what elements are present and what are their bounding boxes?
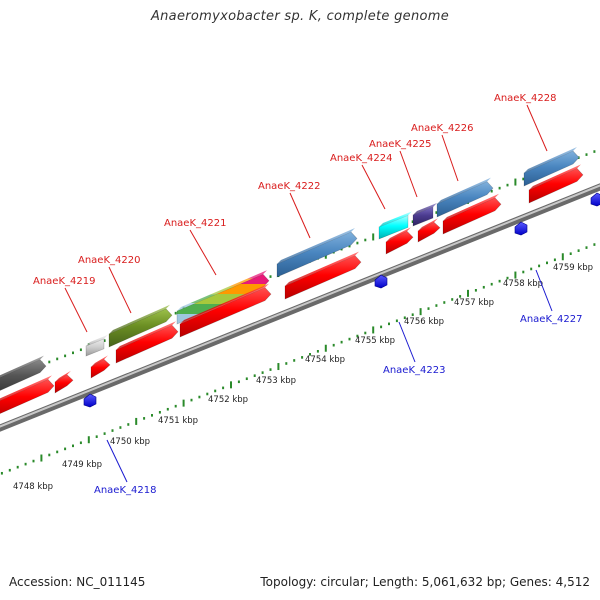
forward-cds-arrow xyxy=(0,375,55,414)
genome-summary-text: Topology: circular; Length: 5,061,632 bp… xyxy=(260,575,590,589)
reverse-gene-label: AnaeK_4218 xyxy=(94,485,156,496)
reverse-cds-arrow xyxy=(374,274,388,289)
forward-gene-label: AnaeK_4228 xyxy=(494,93,556,104)
cog-block xyxy=(176,270,270,325)
forward-cds-arrow xyxy=(385,227,414,255)
reverse-strand-track xyxy=(83,192,600,408)
cds-track xyxy=(0,164,584,414)
forward-cds-arrow xyxy=(90,355,111,379)
scale-label: 4751 kbp xyxy=(158,416,198,426)
cog-block xyxy=(412,203,437,227)
forward-cds-arrow xyxy=(284,251,362,300)
scale-label: 4748 kbp xyxy=(13,482,53,492)
genome-backbone xyxy=(0,183,600,432)
scale-label: 4758 kbp xyxy=(503,279,543,289)
forward-cds-arrow xyxy=(179,283,272,338)
cog-track xyxy=(0,147,580,391)
label-leader-line xyxy=(108,266,132,314)
map-title: Anaeromyxobacter sp. K, complete genome xyxy=(150,9,450,24)
cog-block xyxy=(523,147,580,187)
forward-gene-label: AnaeK_4221 xyxy=(164,218,226,229)
label-leader-line xyxy=(361,164,386,210)
forward-gene-label: AnaeK_4222 xyxy=(258,181,320,192)
cog-block xyxy=(436,177,494,218)
scale-label: 4752 kbp xyxy=(208,395,248,405)
forward-gene-label: AnaeK_4226 xyxy=(411,123,473,134)
forward-cds-arrow xyxy=(54,370,74,394)
cog-block xyxy=(0,355,47,391)
reverse-cds-arrow xyxy=(590,192,600,207)
label-leader-line xyxy=(64,287,88,333)
accession-text: Accession: NC_011145 xyxy=(9,575,146,589)
reverse-gene-label: AnaeK_4223 xyxy=(383,365,445,376)
reverse-cds-arrow xyxy=(83,393,97,408)
label-leader-line xyxy=(289,192,311,239)
cog-block xyxy=(378,211,412,240)
label-leader-line xyxy=(398,321,416,363)
scale-label: 4755 kbp xyxy=(355,336,395,346)
label-leader-line xyxy=(106,439,128,483)
forward-cds-arrow xyxy=(417,218,441,243)
label-leader-line xyxy=(441,134,459,182)
scale-label: 4756 kbp xyxy=(404,317,444,327)
cog-block xyxy=(108,304,173,348)
forward-cds-arrow xyxy=(442,193,502,235)
gene-labels: AnaeK_4219 AnaeK_4220 AnaeK_4221 AnaeK_4222… xyxy=(33,93,582,496)
scale-label: 4759 kbp xyxy=(553,263,593,273)
forward-cds-arrow xyxy=(528,164,584,204)
reverse-cds-arrow xyxy=(514,221,528,236)
forward-cds-arrow xyxy=(115,321,179,364)
forward-gene-label: AnaeK_4224 xyxy=(330,153,392,164)
cog-block xyxy=(276,228,358,278)
scale-label: 4749 kbp xyxy=(62,460,102,470)
forward-gene-label: AnaeK_4225 xyxy=(369,139,431,150)
label-leader-line xyxy=(399,150,418,198)
forward-gene-label: AnaeK_4219 xyxy=(33,276,95,287)
scale-label: 4757 kbp xyxy=(454,298,494,308)
reverse-gene-label: AnaeK_4227 xyxy=(520,314,582,325)
scale-ticks: 4748 kbp 4749 kbp 4750 kbp 4751 kbp 4752 kbp… xyxy=(0,150,596,492)
label-leader-line xyxy=(535,269,553,312)
label-leader-line xyxy=(526,104,548,152)
forward-gene-label: AnaeK_4220 xyxy=(78,255,140,266)
cog-block xyxy=(85,334,108,357)
scale-label: 4753 kbp xyxy=(256,376,296,386)
label-leader-line xyxy=(189,229,217,276)
scale-label: 4754 kbp xyxy=(305,355,345,365)
scale-label: 4750 kbp xyxy=(110,437,150,447)
